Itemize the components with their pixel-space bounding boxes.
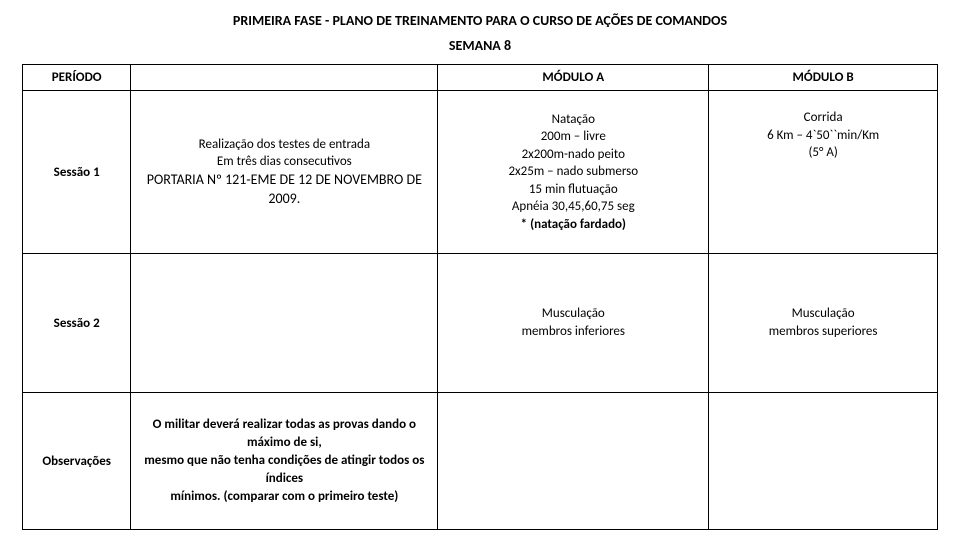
- row1-col3-l2: 200m – livre: [444, 128, 702, 146]
- row1-col4: Corrida 6 Km – 4`50``min/Km (5° A): [709, 91, 938, 254]
- row1-col3-l7: * (natação fardado): [444, 216, 702, 234]
- row3-col2-l3: mínimos. (comparar com o primeiro teste): [137, 488, 431, 506]
- row1-col2: Realização dos testes de entrada Em três…: [131, 91, 438, 254]
- header-modulo-a: MÓDULO A: [438, 65, 709, 91]
- row3-col4: [709, 393, 938, 530]
- row2-col3-l2: membros inferiores: [444, 323, 702, 341]
- row1-label: Sessão 1: [23, 91, 131, 254]
- row1-col2-l2: Em três dias consecutivos: [137, 153, 431, 171]
- row2-label: Sessão 2: [23, 254, 131, 393]
- page-subtitle: SEMANA 8: [22, 37, 938, 54]
- header-modulo-b: MÓDULO B: [709, 65, 938, 91]
- row1-col4-l1: Corrida: [715, 109, 931, 127]
- row2-col4-l2: membros superiores: [715, 323, 931, 341]
- row1-col4-l3: (5° A): [715, 144, 931, 162]
- row1-col3-l1: Natação: [444, 111, 702, 129]
- row1-col3-l6: Apnéia 30,45,60,75 seg: [444, 198, 702, 216]
- row2-col4-l1: Musculação: [715, 305, 931, 323]
- row2-col3-l1: Musculação: [444, 305, 702, 323]
- header-periodo: PERÍODO: [23, 65, 131, 91]
- header-blank: [131, 65, 438, 91]
- row2-col4: Musculação membros superiores: [709, 254, 938, 393]
- row2-col3: Musculação membros inferiores: [438, 254, 709, 393]
- training-table: PERÍODO MÓDULO A MÓDULO B Sessão 1 Reali…: [22, 64, 938, 530]
- row2-col2: [131, 254, 438, 393]
- row3-col2-l1: O militar deverá realizar todas as prova…: [137, 416, 431, 452]
- table-row: Sessão 2 Musculação membros inferiores M…: [23, 254, 938, 393]
- row1-col3-l4: 2x25m – nado submerso: [444, 163, 702, 181]
- row1-col3-l3: 2x200m-nado peito: [444, 146, 702, 164]
- row3-col3: [438, 393, 709, 530]
- row1-col4-l2: 6 Km – 4`50``min/Km: [715, 127, 931, 145]
- row1-col3-l5: 15 min flutuação: [444, 181, 702, 199]
- row1-col2-l3: PORTARIA Nº 121-EME DE 12 DE NOVEMBRO DE…: [137, 171, 431, 209]
- row3-col2: O militar deverá realizar todas as prova…: [131, 393, 438, 530]
- page-title: PRIMEIRA FASE - PLANO DE TREINAMENTO PAR…: [22, 12, 938, 29]
- table-row: Observações O militar deverá realizar to…: [23, 393, 938, 530]
- row1-col2-l1: Realização dos testes de entrada: [137, 136, 431, 154]
- row1-col3: Natação 200m – livre 2x200m-nado peito 2…: [438, 91, 709, 254]
- table-row: Sessão 1 Realização dos testes de entrad…: [23, 91, 938, 254]
- row3-label: Observações: [23, 393, 131, 530]
- row3-col2-l2: mesmo que não tenha condições de atingir…: [137, 452, 431, 488]
